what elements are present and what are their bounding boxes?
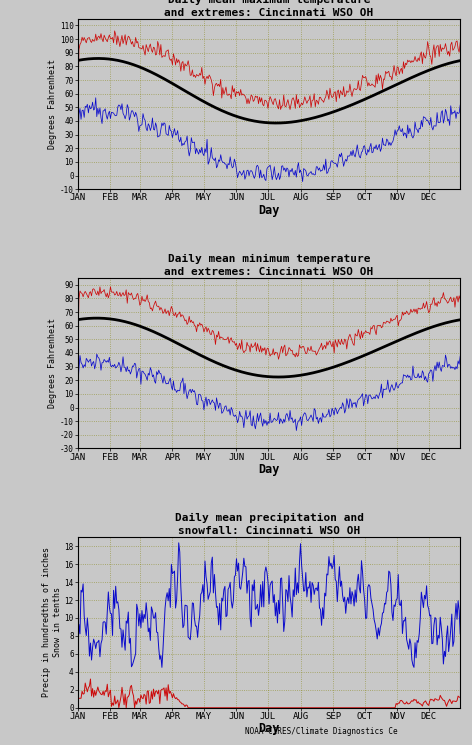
Title: Daily mean precipitation and
snowfall: Cincinnati WSO OH: Daily mean precipitation and snowfall: C… — [175, 513, 363, 536]
Text: NOAA-CIRES/Climate Diagnostics Ce: NOAA-CIRES/Climate Diagnostics Ce — [245, 727, 398, 736]
Y-axis label: Precip in hundredths of inches
Snow in tenths: Precip in hundredths of inches Snow in t… — [42, 548, 62, 697]
Y-axis label: Degrees Fahrenheit: Degrees Fahrenheit — [48, 59, 57, 149]
X-axis label: Day: Day — [258, 203, 280, 217]
Y-axis label: Degrees Fahrenheit: Degrees Fahrenheit — [48, 318, 57, 408]
X-axis label: Day: Day — [258, 723, 280, 735]
Title: Daily mean minimum temperature
and extremes: Cincinnati WSO OH: Daily mean minimum temperature and extre… — [164, 254, 374, 277]
Title: Daily mean maximum temperature
and extremes: Cincinnati WSO OH: Daily mean maximum temperature and extre… — [164, 0, 374, 18]
X-axis label: Day: Day — [258, 463, 280, 476]
